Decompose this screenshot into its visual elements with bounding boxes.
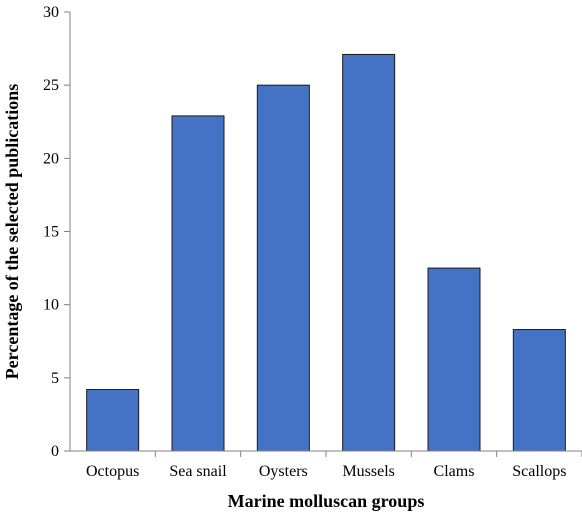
x-axis-title: Marine molluscan groups (228, 491, 425, 511)
bar-sea-snail (171, 115, 225, 452)
y-tick-label: 20 (43, 150, 59, 167)
y-tick-label: 0 (51, 443, 59, 460)
bar-clams (427, 267, 481, 452)
y-tick-label: 15 (43, 224, 59, 241)
x-ticks-group: Octopus Sea snail Oysters Mussels Clams Scall… (86, 451, 582, 480)
bar-scallops (512, 329, 566, 452)
y-tick-label: 10 (43, 297, 59, 314)
y-tick-label: 5 (51, 370, 59, 387)
y-tick-label: 30 (43, 4, 59, 21)
y-tick-label: 25 (43, 77, 59, 94)
y-ticks-group: 0 5 10 15 20 25 30 (43, 4, 70, 460)
x-tick-label: Mussels (342, 463, 394, 480)
bars-group (86, 53, 566, 452)
x-tick-label: Oysters (259, 463, 308, 480)
x-tick-label: Sea snail (169, 463, 227, 480)
y-axis-title: Percentage of the selected publications (2, 84, 22, 380)
x-tick-label: Scallops (512, 463, 566, 480)
x-tick-label: Clams (434, 463, 475, 480)
bar-mussels (342, 53, 396, 452)
x-tick-label: Octopus (86, 463, 139, 480)
bar-octopus (86, 389, 140, 452)
bar-oysters (256, 84, 310, 452)
